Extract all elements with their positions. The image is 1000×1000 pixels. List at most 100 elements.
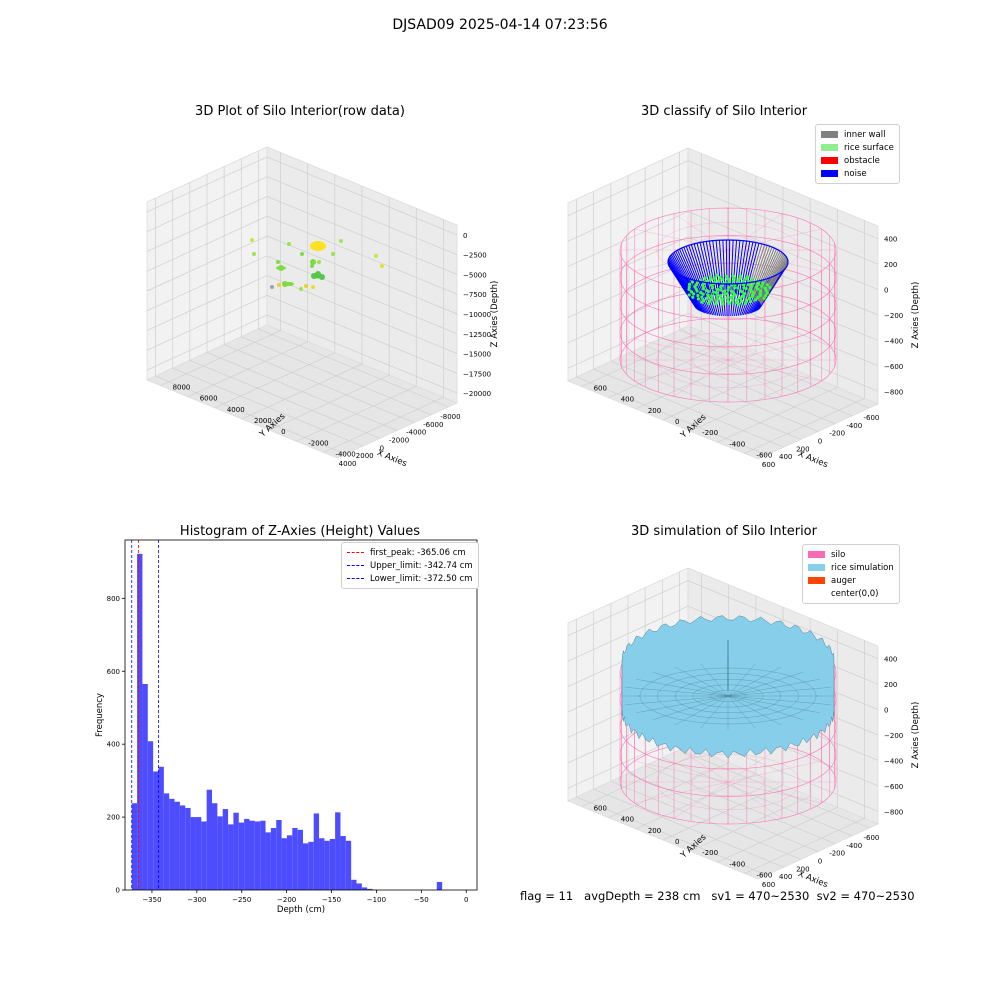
panel-3-histogram: −350 −300 −250 −200 −150 −100 −50 0 0 200 400 600 80…	[95, 539, 478, 915]
p2-rice-point	[716, 287, 720, 291]
p1-data-point	[311, 285, 315, 289]
p3-xlabel: Depth (cm)	[277, 905, 325, 915]
p4-mesh-spoke	[636, 695, 729, 713]
p2-rice-point	[712, 290, 716, 294]
p2-ztick-label: 400	[884, 236, 897, 244]
p2-silo-spoke	[727, 249, 822, 272]
legend-item-inner-wall: inner wall	[821, 128, 894, 141]
p4-ztick-label: −400	[884, 757, 903, 765]
p2-rice-point	[717, 279, 721, 283]
p2-rice-point	[739, 296, 743, 300]
p3-hist-bar	[217, 816, 223, 890]
p2-rice-point	[714, 300, 718, 304]
p2-rice-point	[741, 279, 746, 283]
p4-xtick-label: 600	[762, 881, 775, 889]
p1-data-cluster	[310, 241, 326, 251]
p2-silo-spoke	[727, 323, 783, 361]
p2-silo-spoke	[634, 359, 729, 382]
p1-ytick-label: 2000	[254, 417, 272, 425]
p1-data-point	[339, 239, 343, 243]
p1-data-point	[270, 285, 274, 289]
p1-data-point	[310, 264, 314, 268]
legend-swatch-silo	[808, 551, 825, 558]
p2-rice-point	[687, 282, 692, 286]
p3-xtick-label: −150	[322, 896, 341, 904]
p2-rice-point	[708, 278, 712, 282]
p4-mesh-spoke	[652, 695, 729, 720]
p3-hist-bar	[142, 684, 148, 890]
sv1-value: sv1 = 470~2530	[711, 889, 810, 903]
p4-zgrid-left	[567, 580, 689, 637]
legend-item-first-peak: first_peak: -365.06 cm	[347, 546, 473, 559]
p1-ztick-label: −12500	[463, 331, 491, 339]
p1-xtick-label: -2000	[389, 437, 409, 445]
p2-rice-point	[738, 289, 743, 293]
p4-mesh-spoke	[700, 695, 729, 729]
p2-ytick-label: 0	[675, 418, 679, 426]
p1-ygrid-floor	[323, 397, 444, 453]
p2-rice-point	[718, 275, 722, 280]
p4-mesh-spoke	[727, 695, 804, 720]
p3-ytick-label: 800	[107, 595, 120, 603]
p4-xtick-label: -400	[846, 842, 862, 850]
p3-hist-bar	[436, 881, 443, 890]
p1-ztick-label: −5000	[463, 271, 487, 279]
p1-data-point	[380, 264, 384, 268]
p1-data-point	[287, 242, 291, 246]
p1-xtick-label: -4000	[406, 429, 426, 437]
p3-hist-bar	[351, 879, 357, 890]
p4-xtick-label: 0	[818, 858, 822, 866]
p3-hist-bar	[356, 883, 362, 890]
p3-ylabel: Frequency	[95, 693, 105, 737]
p2-rice-point	[739, 299, 743, 304]
p2-ygrid-floor	[635, 353, 757, 410]
p4-ztick-label: 200	[884, 681, 897, 689]
p2-silo-spoke	[727, 359, 783, 397]
p2-rice-point	[736, 286, 740, 290]
p2-scan-line	[750, 246, 771, 298]
legend-label-first-peak: first_peak: -365.06 cm	[370, 547, 466, 558]
p4-xtick-label: 400	[779, 873, 792, 881]
p3-hist-bar	[153, 771, 159, 890]
p3-hist-bar	[137, 553, 143, 890]
legend-line-upper-limit	[347, 565, 364, 566]
p2-zgrid-left	[567, 211, 689, 267]
p1-zgrid-left	[146, 196, 268, 252]
p4-mesh-spoke	[652, 672, 729, 697]
p1-ytick-label: -2000	[308, 439, 328, 447]
p2-rice-point	[696, 293, 700, 298]
p2-scan-line	[696, 243, 712, 296]
p4-mesh-spoke	[727, 679, 820, 697]
p1-zgrid-right	[266, 156, 458, 236]
p4-mesh-spoke	[625, 687, 729, 697]
p1-zgrid-left	[146, 295, 268, 351]
p1-data-point	[310, 259, 316, 265]
p3-hist-bar	[297, 829, 303, 890]
p1-xtick-label: -6000	[423, 421, 443, 429]
p2-rice-point	[762, 296, 766, 300]
p2-scan-line	[739, 282, 751, 316]
p4-mesh-spoke	[727, 666, 782, 697]
p2-rice-point	[701, 292, 705, 296]
p2-scan-line	[737, 240, 748, 295]
p2-rice-point	[737, 302, 741, 307]
p3-hist-bar	[185, 807, 191, 890]
p2-rice-point	[693, 285, 697, 289]
p2-rice-point	[715, 294, 719, 298]
p1-ygrid-floor	[268, 374, 390, 431]
p3-hist-bar	[249, 820, 255, 890]
p2-scan-line	[749, 245, 768, 298]
p2-rice-point	[726, 277, 730, 281]
p3-hist-bar	[201, 821, 207, 890]
p4-xlabel: X Axies	[796, 869, 829, 890]
legend-label-noise: noise	[844, 168, 867, 179]
p2-scan-line	[758, 254, 785, 302]
p2-ytick-label: 400	[621, 396, 634, 404]
p1-ytick-label: -4000	[335, 450, 355, 458]
p3-hist-bar	[222, 809, 229, 890]
p1-zgrid-left	[146, 255, 268, 312]
p2-silo-spoke	[673, 213, 729, 251]
p3-hist-bar	[158, 766, 164, 890]
p2-rice-point	[731, 279, 735, 283]
p2-rice-point	[764, 293, 768, 298]
